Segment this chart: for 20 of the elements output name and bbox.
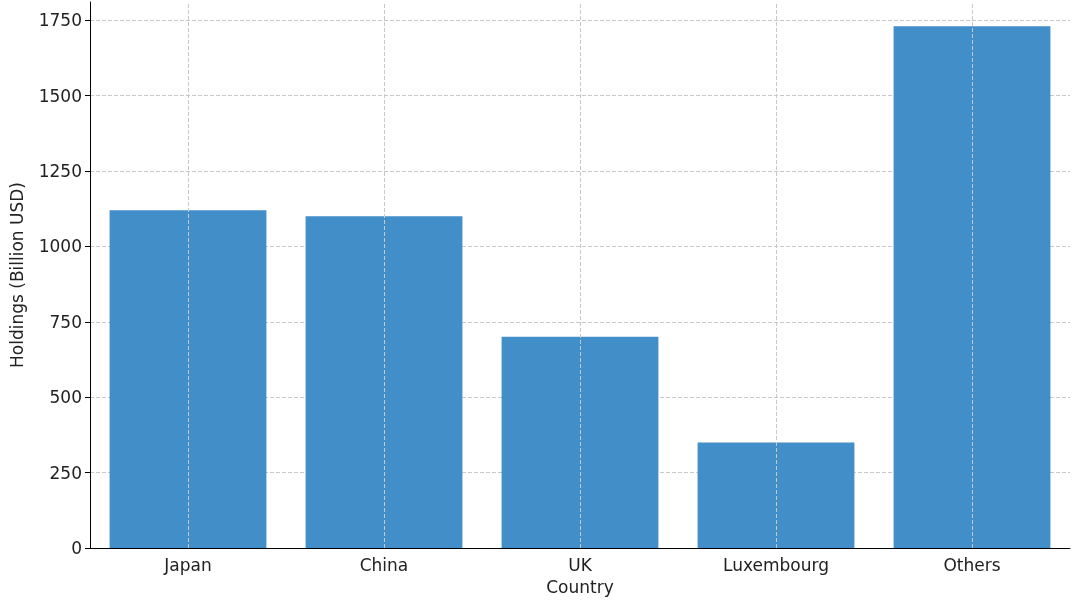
y-tick-label: 750 — [49, 311, 82, 332]
bar — [893, 26, 1051, 548]
y-tick-label: 250 — [49, 462, 82, 483]
y-tick-label: 0 — [71, 538, 82, 558]
bar — [697, 442, 855, 548]
bar — [501, 336, 659, 548]
y-tick-label: 1000 — [38, 236, 82, 257]
x-axis-title: Country — [546, 576, 614, 597]
x-tick-label: Japan — [163, 554, 212, 575]
y-tick-label: 1750 — [38, 10, 82, 31]
bar — [109, 210, 267, 548]
x-tick-label: Luxembourg — [723, 554, 829, 575]
x-tick-label: UK — [568, 554, 593, 575]
y-tick-label: 1500 — [38, 85, 82, 106]
y-axis-title: Holdings (Billion USD) — [6, 182, 27, 368]
x-tick-label: Others — [943, 554, 1001, 575]
y-tick-label: 500 — [49, 387, 82, 408]
x-tick-label: China — [359, 554, 409, 575]
bar — [305, 216, 463, 548]
y-tick-label: 1250 — [38, 160, 82, 181]
